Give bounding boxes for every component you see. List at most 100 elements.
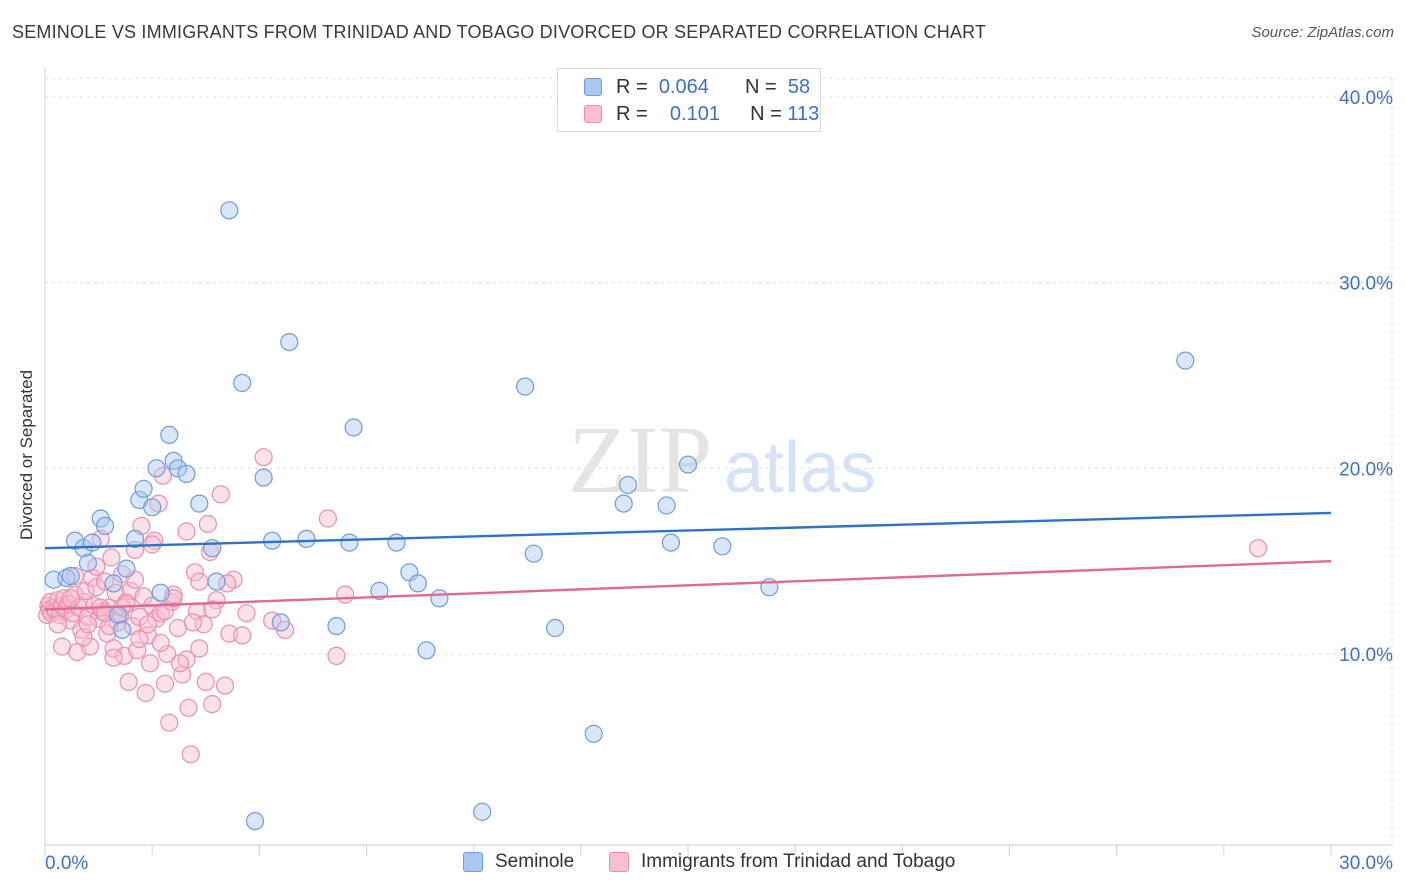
watermark: ZIP atlas [568, 406, 876, 513]
seminole-point-32 [280, 333, 299, 352]
seminole-point-33 [297, 529, 316, 549]
n-value: 113 [787, 102, 820, 125]
seminole-point-46 [545, 618, 565, 638]
trinidad-point-110 [170, 654, 190, 673]
seminole-point-19 [160, 425, 179, 444]
seminole-point-16 [143, 498, 162, 517]
seminole-point-13 [125, 529, 145, 549]
seminole-point-26 [220, 201, 239, 220]
axes [44, 68, 1392, 855]
legend-swatch-seminole [463, 852, 483, 872]
seminole-point-48 [614, 494, 633, 513]
legend-label-trinidad: Immigrants from Trinidad and Tobago [641, 851, 956, 872]
trinidad-point-98 [177, 522, 196, 541]
seminole-point-37 [370, 581, 389, 601]
seminole-point-43 [473, 802, 492, 821]
seminole-point-34 [327, 616, 346, 636]
seminole-trend-line [44, 511, 1332, 550]
x-tick-label: 30.0% [1339, 853, 1393, 874]
trinidad-point-22 [80, 637, 100, 656]
trinidad-point-80 [237, 604, 256, 623]
watermark-zip: ZIP [568, 406, 712, 513]
trinidad-point-71 [196, 672, 215, 692]
seminole-point-51 [661, 533, 681, 552]
r-value: 0.064 [658, 75, 709, 98]
stats-legend: R = 0.064 N = 58 R = 0.101 N = 113 [557, 68, 821, 132]
y-tick-label: 10.0% [1339, 645, 1393, 666]
r-label: R = [616, 102, 648, 125]
trinidad-point-66 [181, 745, 200, 764]
trinidad-point-87 [1248, 539, 1268, 558]
trinidad-point-58 [158, 644, 177, 664]
trinidad-point-44 [128, 641, 147, 660]
seminole-point-45 [524, 544, 543, 563]
trinidad-point-85 [327, 646, 346, 666]
n-label: N = [745, 75, 777, 98]
seminole-point-41 [417, 641, 436, 660]
y-tick-label: 20.0% [1339, 459, 1393, 480]
trinidad-point-107 [130, 629, 149, 649]
trinidad-point-65 [179, 698, 198, 717]
trinidad-point-32 [102, 548, 121, 567]
trinidad-point-74 [207, 591, 226, 610]
data-points [37, 201, 1268, 831]
seminole-point-15 [134, 479, 153, 498]
seminole-point-23 [190, 494, 209, 513]
trend-lines [44, 511, 1332, 611]
trinidad-point-111 [183, 613, 202, 632]
trinidad-point-86 [336, 585, 355, 604]
seminole-point-36 [344, 418, 363, 437]
trinidad-point-79 [233, 626, 252, 645]
watermark-atlas: atlas [724, 428, 876, 508]
trinidad-point-67 [185, 563, 205, 582]
seminole-point-22 [177, 464, 196, 483]
seminole-point-42 [430, 589, 449, 608]
grid-lines [45, 77, 1393, 845]
trinidad-point-89 [61, 589, 80, 608]
seminole-point-10 [108, 605, 128, 625]
seminole-point-35 [340, 533, 359, 552]
seminole-point-9 [104, 574, 123, 593]
legend-label-seminole: Seminole [495, 851, 575, 872]
seminole-point-2 [61, 566, 80, 586]
chart-title: SEMINOLE VS IMMIGRANTS FROM TRINIDAD AND… [12, 22, 987, 42]
seminole-point-8 [95, 516, 115, 536]
n-value: 58 [787, 75, 811, 98]
y-tick-label: 40.0% [1339, 88, 1393, 109]
trinidad-point-96 [151, 633, 170, 653]
seminole-swatch [584, 78, 602, 96]
trinidad-point-73 [203, 694, 222, 714]
trinidad-point-84 [318, 509, 337, 528]
seminole-point-52 [678, 455, 698, 474]
trinidad-point-109 [155, 602, 175, 621]
seminole-point-47 [584, 724, 603, 743]
series-legend: Seminole Immigrants from Trinidad and To… [0, 851, 1406, 877]
legend-item-seminole: Seminole [463, 851, 574, 873]
seminole-point-49 [618, 475, 638, 495]
trinidad-point-50 [140, 654, 160, 673]
trinidad-point-76 [215, 676, 235, 695]
seminole-point-31 [271, 613, 290, 632]
source-label: Source: ZipAtlas.com [1251, 24, 1394, 41]
seminole-point-17 [147, 459, 166, 478]
x-tick-label: 0.0% [45, 853, 88, 874]
trinidad-point-103 [78, 615, 98, 634]
trinidad-trend-line [44, 559, 1332, 611]
trinidad-point-57 [155, 674, 175, 693]
seminole-point-27 [233, 373, 252, 392]
trinidad-point-69 [190, 572, 209, 591]
seminole-point-50 [657, 496, 676, 515]
stats-row-trinidad: R = 0.101 N = 113 [584, 101, 819, 127]
legend-item-trinidad: Immigrants from Trinidad and Tobago [609, 851, 955, 873]
trinidad-point-59 [160, 713, 179, 732]
seminole-point-12 [117, 559, 136, 578]
trinidad-point-101 [52, 637, 72, 656]
trinidad-point-95 [138, 615, 157, 634]
seminole-point-55 [1176, 351, 1195, 370]
trinidad-point-99 [190, 639, 209, 658]
trinidad-point-105 [104, 648, 123, 667]
trinidad-point-40 [119, 672, 138, 692]
seminole-point-29 [254, 468, 273, 487]
seminole-point-38 [387, 533, 406, 552]
legend-swatch-trinidad [609, 852, 629, 872]
